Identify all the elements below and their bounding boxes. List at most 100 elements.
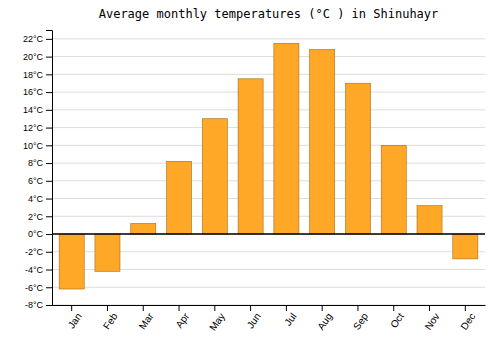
y-tick-label: -4°C <box>25 265 44 275</box>
y-tick-mark <box>46 216 52 217</box>
y-tick-mark <box>46 270 52 271</box>
y-tick-mark <box>46 57 52 58</box>
x-tick: Apr <box>173 305 191 330</box>
x-tick: Oct <box>388 305 406 330</box>
x-tick: Sep <box>351 305 370 332</box>
bar <box>453 234 478 259</box>
x-tick-mark <box>322 305 323 311</box>
x-tick-mark <box>107 305 108 311</box>
grid-line <box>52 287 485 288</box>
x-tick-mark <box>179 305 180 311</box>
y-tick-label: -6°C <box>25 283 44 293</box>
bar <box>310 50 335 235</box>
x-tick: Feb <box>101 305 120 331</box>
y-tick: 8°C <box>28 158 52 168</box>
x-axis-line <box>53 305 486 306</box>
x-tick-label: Oct <box>388 311 406 330</box>
grid-line <box>52 305 485 306</box>
x-tick-label: Mar <box>137 310 156 331</box>
x-tick-mark <box>465 305 466 311</box>
y-tick: 16°C <box>23 87 52 97</box>
y-tick: 10°C <box>23 141 52 151</box>
y-tick-mark <box>46 305 52 306</box>
y-tick: 2°C <box>28 212 52 222</box>
y-tick-mark <box>46 234 52 235</box>
y-tick-label: 4°C <box>28 194 44 204</box>
y-tick-label: 12°C <box>23 123 44 133</box>
x-tick-label: Nov <box>423 311 442 332</box>
y-tick: -8°C <box>25 300 52 310</box>
y-tick-label: 8°C <box>28 158 44 168</box>
title: Average monthly temperatures (°C ) in Sh… <box>99 7 439 21</box>
y-tick: 6°C <box>28 176 52 186</box>
bar <box>238 79 263 234</box>
bar <box>202 119 227 234</box>
grid <box>52 39 485 305</box>
y-tick-mark <box>46 128 52 129</box>
x-axis: Jan Feb Mar Apr May Jun Jul Aug Sep Oct Nov Dec <box>53 305 486 333</box>
grid-line <box>52 198 485 199</box>
x-tick-label: Aug <box>315 311 334 332</box>
y-tick-label: 14°C <box>23 105 44 115</box>
y-tick: 4°C <box>28 194 52 204</box>
y-tick: -2°C <box>25 247 52 257</box>
y-tick-label: 0°C <box>28 229 44 239</box>
y-tick-label: 2°C <box>28 212 44 222</box>
x-tick-mark <box>143 305 144 311</box>
x-tick-mark <box>250 305 251 311</box>
y-tick-mark <box>46 145 52 146</box>
x-tick-label: Dec <box>458 311 477 332</box>
x-tick-mark <box>393 305 394 311</box>
chart: -8°C -6°C -4°C -2°C 0°C 2°C 4°C 6°C 8°C 10°C 12°C 1… <box>0 0 500 350</box>
y-tick: -4°C <box>25 265 52 275</box>
bar <box>59 234 84 289</box>
bar <box>417 206 442 234</box>
bar <box>167 161 192 234</box>
bar <box>131 223 156 234</box>
bars <box>52 43 485 289</box>
y-tick: -6°C <box>25 283 52 293</box>
grid-line <box>52 74 485 75</box>
y-tick-label: 16°C <box>23 87 44 97</box>
y-tick-mark <box>46 199 52 200</box>
bar <box>95 234 120 271</box>
x-tick: Mar <box>137 305 156 331</box>
x-tick-mark <box>214 305 215 311</box>
y-tick-mark <box>46 92 52 93</box>
y-tick-mark <box>46 252 52 253</box>
plot: -8°C -6°C -4°C -2°C 0°C 2°C 4°C 6°C 8°C 10°C 12°C 1… <box>23 31 486 333</box>
grid-line <box>52 234 485 235</box>
x-tick-label: May <box>207 311 227 333</box>
grid-line <box>52 163 485 164</box>
grid-line <box>52 92 485 93</box>
x-tick-label: Feb <box>101 311 120 332</box>
y-tick-mark <box>46 163 52 164</box>
y-tick-label: 20°C <box>23 52 44 62</box>
grid-line <box>52 38 485 39</box>
x-tick-label: Jan <box>66 311 84 331</box>
bar <box>345 83 370 234</box>
x-tick-label: Sep <box>351 311 370 332</box>
y-tick-mark <box>46 110 52 111</box>
grid-line <box>52 127 485 128</box>
x-tick: Jul <box>282 305 298 328</box>
x-tick-label: Jun <box>245 311 263 331</box>
y-tick: 22°C <box>23 34 52 44</box>
x-tick-mark <box>357 305 358 311</box>
x-tick: Dec <box>458 305 477 332</box>
x-tick-mark <box>286 305 287 311</box>
y-tick-mark <box>46 181 52 182</box>
y-axis: -8°C -6°C -4°C -2°C 0°C 2°C 4°C 6°C 8°C 10°C 12°C 1… <box>23 31 53 311</box>
x-tick: Jan <box>66 305 84 330</box>
x-tick: Aug <box>315 305 334 332</box>
y-tick-label: -8°C <box>25 300 44 310</box>
y-tick-label: 10°C <box>23 141 44 151</box>
y-tick: 18°C <box>23 70 52 80</box>
x-tick: Nov <box>423 305 442 332</box>
x-tick: May <box>207 305 227 333</box>
grid-line <box>52 145 485 146</box>
y-tick: 12°C <box>23 123 52 133</box>
grid-line <box>52 180 485 181</box>
x-tick-mark <box>71 305 72 311</box>
y-tick-label: 22°C <box>23 34 44 44</box>
